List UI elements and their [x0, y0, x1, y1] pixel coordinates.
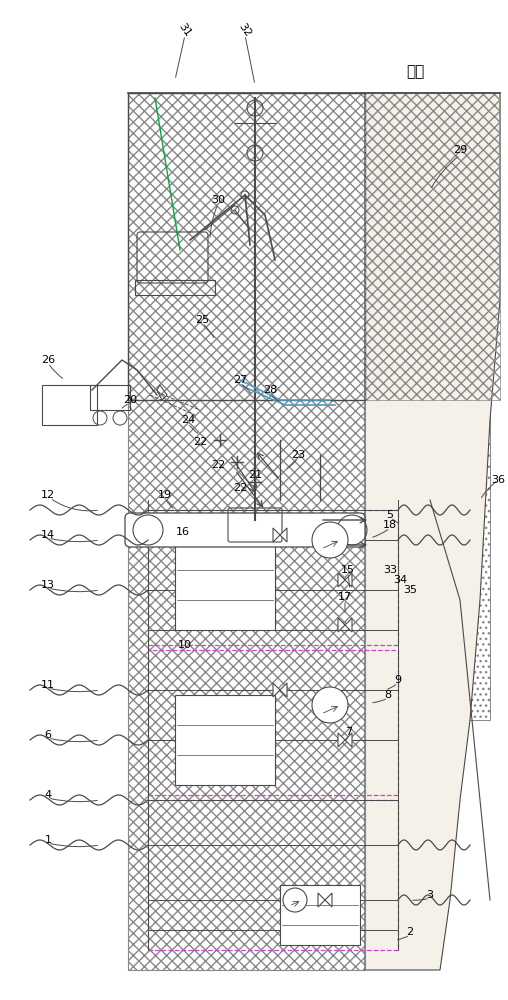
- Text: 2: 2: [406, 927, 414, 937]
- Circle shape: [283, 888, 307, 912]
- Polygon shape: [338, 618, 345, 632]
- Text: 24: 24: [181, 415, 195, 425]
- Polygon shape: [325, 893, 332, 907]
- Text: 27: 27: [233, 375, 247, 385]
- Text: 20: 20: [123, 395, 137, 405]
- Text: 33: 33: [383, 565, 397, 575]
- Text: 14: 14: [41, 530, 55, 540]
- Polygon shape: [345, 733, 352, 747]
- Bar: [148, 800, 398, 950]
- Text: 11: 11: [41, 680, 55, 690]
- Polygon shape: [318, 893, 325, 907]
- FancyBboxPatch shape: [125, 513, 365, 547]
- Text: 12: 12: [41, 490, 55, 500]
- Text: 35: 35: [403, 585, 417, 595]
- Text: 9: 9: [394, 675, 401, 685]
- Text: 28: 28: [263, 385, 277, 395]
- Text: 10: 10: [178, 640, 192, 650]
- Text: 22: 22: [211, 460, 225, 470]
- Text: 地面: 地面: [406, 64, 424, 80]
- Text: 13: 13: [41, 580, 55, 590]
- Text: 21: 21: [248, 470, 262, 480]
- Bar: [175, 695, 275, 785]
- Polygon shape: [365, 93, 500, 970]
- Polygon shape: [345, 618, 352, 632]
- Bar: [365, 93, 500, 400]
- Bar: [280, 885, 360, 945]
- Polygon shape: [280, 683, 287, 697]
- Text: 34: 34: [393, 575, 407, 585]
- Bar: [42, 385, 97, 425]
- Text: 7: 7: [345, 727, 353, 737]
- Text: 26: 26: [41, 355, 55, 365]
- Polygon shape: [273, 683, 280, 697]
- Text: 32: 32: [237, 21, 253, 39]
- Text: 22: 22: [233, 483, 247, 493]
- Text: 23: 23: [291, 450, 305, 460]
- Polygon shape: [345, 573, 352, 587]
- Text: 29: 29: [453, 145, 467, 155]
- Circle shape: [312, 687, 348, 723]
- Text: 5: 5: [387, 510, 394, 520]
- Text: 18: 18: [383, 520, 397, 530]
- Text: 1: 1: [45, 835, 51, 845]
- Text: 3: 3: [427, 890, 433, 900]
- Text: 8: 8: [385, 690, 392, 700]
- Bar: [128, 93, 365, 400]
- Text: 30: 30: [211, 195, 225, 205]
- Text: 6: 6: [45, 730, 51, 740]
- Text: 15: 15: [341, 565, 355, 575]
- Bar: [135, 280, 215, 295]
- Text: 19: 19: [158, 490, 172, 500]
- Polygon shape: [338, 573, 345, 587]
- Polygon shape: [338, 733, 345, 747]
- Text: 16: 16: [176, 527, 190, 537]
- Text: 31: 31: [177, 21, 193, 39]
- Text: 4: 4: [44, 790, 52, 800]
- Bar: [128, 93, 365, 970]
- Bar: [148, 510, 398, 645]
- Bar: [90, 385, 130, 410]
- Polygon shape: [280, 528, 287, 542]
- Text: 36: 36: [491, 475, 505, 485]
- Bar: [175, 540, 275, 630]
- Text: 25: 25: [195, 315, 209, 325]
- Text: 22: 22: [193, 437, 207, 447]
- Bar: [365, 93, 490, 720]
- Bar: [148, 650, 398, 795]
- Text: 17: 17: [338, 592, 352, 602]
- Circle shape: [312, 522, 348, 558]
- Polygon shape: [273, 528, 280, 542]
